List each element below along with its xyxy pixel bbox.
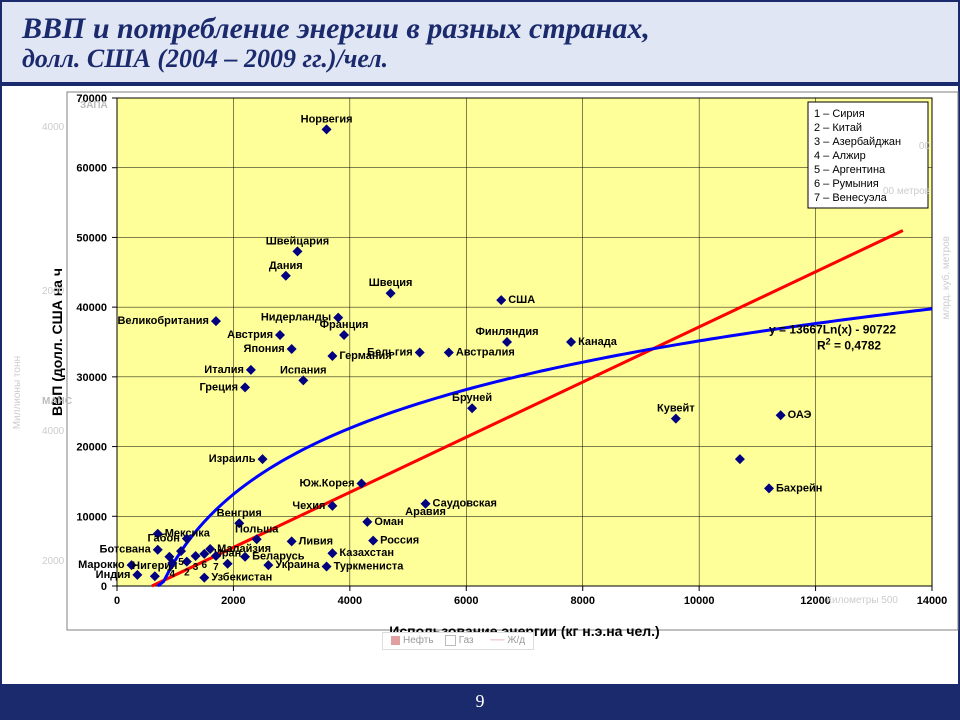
svg-text:Канада: Канада <box>578 336 618 348</box>
svg-text:Австралия: Австралия <box>456 346 515 358</box>
svg-text:40000: 40000 <box>76 302 107 314</box>
svg-text:Швеция: Швеция <box>369 277 413 289</box>
svg-text:Аравия: Аравия <box>405 505 446 517</box>
svg-text:ОАЭ: ОАЭ <box>788 409 812 421</box>
svg-text:50000: 50000 <box>76 232 107 244</box>
svg-text:Италия: Италия <box>204 363 244 375</box>
svg-text:7: 7 <box>213 562 219 573</box>
svg-text:6: 6 <box>202 560 208 571</box>
svg-text:y = 13667Ln(x) - 90722: y = 13667Ln(x) - 90722 <box>769 322 896 336</box>
svg-text:Финляндия: Финляндия <box>476 326 539 338</box>
ghost-legend-label: Ж/д <box>507 636 525 647</box>
svg-text:10000: 10000 <box>76 511 107 523</box>
svg-text:Израиль: Израиль <box>209 453 256 465</box>
svg-text:Венгрия: Венгрия <box>217 507 262 519</box>
svg-text:14000: 14000 <box>917 595 948 607</box>
ghost-text: 2000 <box>42 286 64 297</box>
svg-text:Оман: Оман <box>374 515 403 527</box>
svg-text:5 – Аргентина: 5 – Аргентина <box>814 164 886 176</box>
svg-text:0: 0 <box>114 595 120 607</box>
ghost-text: 4000 <box>42 122 64 133</box>
svg-text:0: 0 <box>101 581 107 593</box>
scatter-chart: 0200040006000800010000120001400001000020… <box>2 86 960 656</box>
svg-text:60000: 60000 <box>76 162 107 174</box>
svg-text:Польша: Польша <box>235 523 279 535</box>
ghost-legend-label: Газ <box>459 636 474 647</box>
ghost-text: 00 метров <box>883 186 930 197</box>
svg-text:Дания: Дания <box>269 259 303 271</box>
svg-text:6 – Румыния: 6 – Румыния <box>814 178 879 190</box>
ghost-text: 00 <box>919 141 930 152</box>
svg-text:Туркмениста: Туркмениста <box>334 560 405 572</box>
svg-text:Ботсвана: Ботсвана <box>100 543 152 555</box>
svg-text:2: 2 <box>184 567 190 578</box>
ghost-axis: Миллионы тонн <box>12 356 23 429</box>
svg-text:Узбекистан: Узбекистан <box>211 571 272 583</box>
svg-text:Австрия: Австрия <box>227 329 273 341</box>
svg-text:3: 3 <box>193 562 199 573</box>
page-number: 9 <box>476 691 485 711</box>
svg-text:Чехия: Чехия <box>292 499 325 511</box>
title-bar: ВВП и потребление энергии в разных стран… <box>2 2 958 86</box>
page-number-bar: 9 <box>2 684 958 718</box>
svg-text:4 – Алжир: 4 – Алжир <box>814 150 866 162</box>
svg-text:3 – Азербайджан: 3 – Азербайджан <box>814 136 901 148</box>
chart-zone: ЗАПА 4000 2000 Миллионы тонн МАНС 4000 2… <box>2 86 958 656</box>
ghost-legend-label: Нефть <box>403 636 434 647</box>
svg-text:Юж.Корея: Юж.Корея <box>299 477 354 489</box>
svg-text:Испания: Испания <box>280 364 327 376</box>
ghost-legend: Нефть Газ ── Ж/д <box>382 632 534 649</box>
svg-text:1 – Сирия: 1 – Сирия <box>814 108 865 120</box>
title-line1: ВВП и потребление энергии в разных стран… <box>22 12 938 45</box>
title-line2: долл. США (2004 – 2009 гг.)/чел. <box>22 45 938 74</box>
svg-text:Ливия: Ливия <box>299 535 333 547</box>
svg-text:4: 4 <box>170 569 176 580</box>
svg-text:8000: 8000 <box>570 595 594 607</box>
svg-text:США: США <box>508 294 535 306</box>
svg-text:4000: 4000 <box>338 595 362 607</box>
svg-text:Индия: Индия <box>96 568 131 580</box>
svg-text:7 – Венесуэла: 7 – Венесуэла <box>814 192 888 204</box>
svg-text:Греция: Греция <box>199 381 238 393</box>
svg-text:Казахстан: Казахстан <box>339 547 394 559</box>
svg-text:Великобритания: Великобритания <box>117 315 209 327</box>
svg-text:Бахрейн: Бахрейн <box>776 482 822 494</box>
slide: ВВП и потребление энергии в разных стран… <box>0 0 960 720</box>
ghost-text: 2000 <box>42 556 64 567</box>
svg-text:5: 5 <box>178 557 184 568</box>
svg-text:Норвегия: Норвегия <box>301 113 353 125</box>
ghost-text: ЗАПА <box>80 100 108 111</box>
svg-text:6000: 6000 <box>454 595 478 607</box>
ghost-text: МАНС <box>42 396 72 407</box>
svg-text:Украина: Украина <box>275 559 320 571</box>
svg-text:30000: 30000 <box>76 371 107 383</box>
ghost-axis: млрд. куб. метров <box>941 236 952 319</box>
svg-text:2000: 2000 <box>221 595 245 607</box>
svg-text:Россия: Россия <box>380 534 419 546</box>
svg-text:2 – Китай: 2 – Китай <box>814 122 862 134</box>
svg-text:20000: 20000 <box>76 441 107 453</box>
svg-text:10000: 10000 <box>684 595 715 607</box>
svg-text:Габон: Габон <box>147 532 179 544</box>
svg-text:Франция: Франция <box>320 319 369 331</box>
ghost-text: 4000 <box>42 426 64 437</box>
svg-text:Швейцария: Швейцария <box>266 235 329 247</box>
svg-text:Германия: Германия <box>339 350 391 362</box>
svg-text:Кувейт: Кувейт <box>657 402 695 414</box>
ghost-text: Километры 500 <box>826 595 898 606</box>
svg-text:Бруней: Бруней <box>452 392 492 404</box>
svg-text:Япония: Япония <box>244 343 285 355</box>
